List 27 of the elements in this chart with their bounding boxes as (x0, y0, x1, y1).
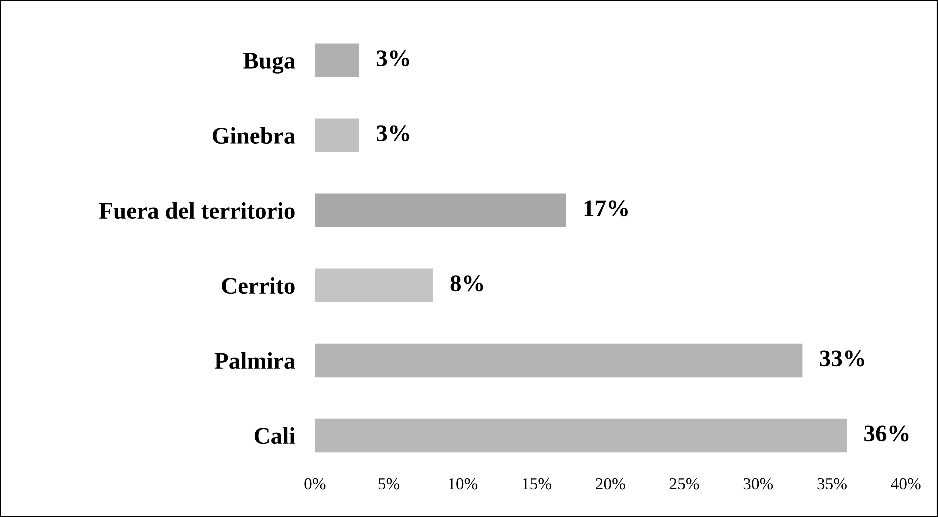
data-label: 8% (450, 276, 484, 292)
x-tick-label: 15% (522, 478, 552, 490)
bar (315, 194, 566, 228)
x-tick-label: 40% (891, 478, 921, 490)
y-tick-label: Palmira (214, 352, 296, 370)
x-tick-label: 35% (818, 478, 847, 490)
x-tick-label: 25% (670, 478, 700, 490)
y-tick-label: Cali (254, 428, 296, 444)
y-tick-label: Ginebra (212, 127, 296, 144)
data-label: 36% (864, 426, 909, 442)
x-tick-label: 10% (449, 478, 478, 490)
y-tick-label: Fuera del territorio (99, 202, 295, 220)
bar (315, 268, 434, 303)
bar (315, 418, 848, 453)
data-label: 3% (377, 126, 410, 142)
x-tick-label: 30% (744, 478, 774, 490)
data-label: 17% (584, 200, 628, 217)
y-tick-label: Cerrito (222, 277, 295, 294)
x-tick-label: 0% (304, 478, 326, 490)
bar (315, 44, 360, 78)
data-label: 33% (820, 350, 864, 367)
x-tick-label: 5% (378, 478, 400, 490)
x-tick-label: 20% (596, 478, 626, 490)
bar (315, 118, 360, 152)
data-label: 3% (377, 50, 410, 67)
y-tick-label: Buga (244, 53, 296, 74)
bar (315, 344, 803, 378)
